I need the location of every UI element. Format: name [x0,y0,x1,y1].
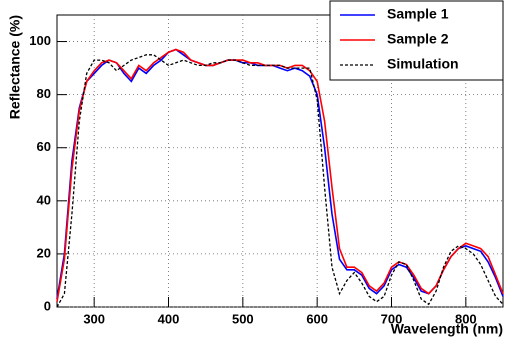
legend-label: Sample 1 [387,6,449,22]
legend: Sample 1 Sample 2 Simulation [329,0,504,81]
y-axis-label: Reflectance (%) [7,15,23,119]
y-tick-label: 100 [29,33,51,48]
y-tick-label: 0 [44,298,51,313]
x-tick-label: 700 [381,311,403,326]
x-tick-label: 600 [306,311,328,326]
plot-area [56,14,504,308]
legend-label: Simulation [387,56,459,72]
x-tick-label: 300 [83,311,105,326]
x-tick-label: 400 [158,311,180,326]
x-tick-label: 500 [232,311,254,326]
y-tick-label: 40 [37,192,51,207]
x-tick-label: 800 [455,311,477,326]
data-line [56,48,504,300]
data-line [56,48,504,302]
y-tick-label: 80 [37,86,51,101]
data-line [56,54,504,308]
x-axis-label: Wavelength (nm) [391,321,503,337]
legend-box [329,0,504,81]
legend-label: Sample 2 [387,31,449,47]
y-tick-label: 20 [37,245,51,260]
y-tick-label: 60 [37,139,51,154]
